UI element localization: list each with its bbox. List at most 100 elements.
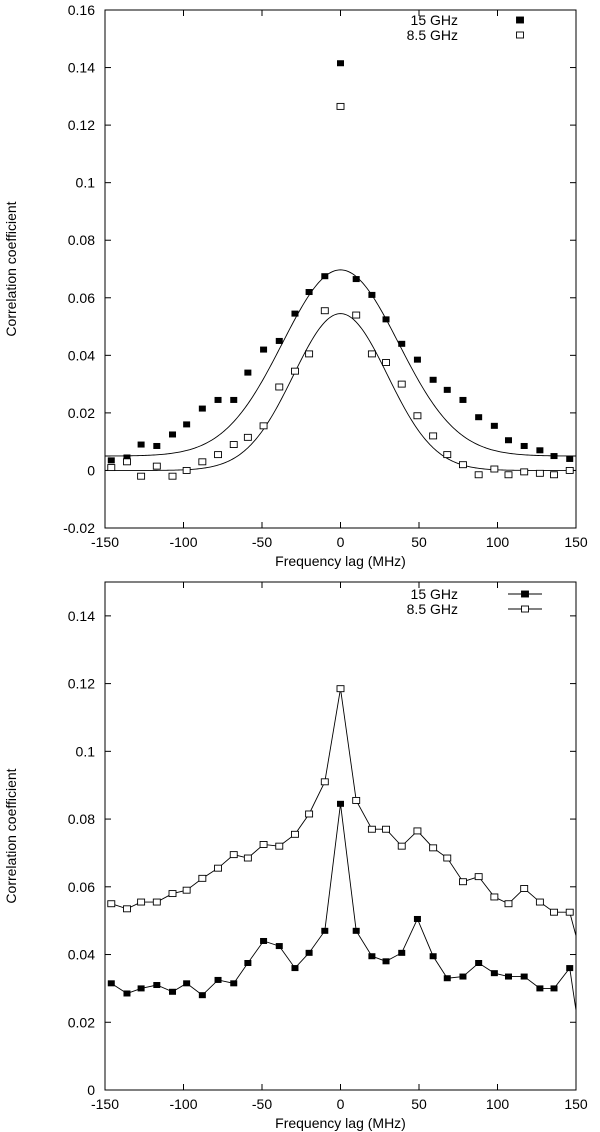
top-point-8-5ghz xyxy=(367,350,376,358)
top-legend-label-8-5ghz: 8.5 GHz xyxy=(407,27,458,43)
bottom-point-15ghz xyxy=(368,953,376,960)
top-y-tick-label: 0.14 xyxy=(68,60,95,76)
bottom-point-8-5ghz xyxy=(504,900,513,908)
bottom-point-8-5ghz xyxy=(336,685,345,693)
bottom-point-8-5ghz xyxy=(214,864,222,872)
top-point-15ghz xyxy=(214,396,222,403)
top-point-8-5ghz xyxy=(305,350,314,358)
bottom-legend-marker-15ghz xyxy=(521,590,529,598)
bottom-plot-area xyxy=(107,685,576,1011)
bottom-point-8-5ghz xyxy=(490,893,499,901)
bottom-point-15ghz xyxy=(198,992,206,999)
top-point-15ghz xyxy=(321,273,329,280)
top-point-8-5ghz xyxy=(474,471,483,479)
bottom-x-axis-title: Frequency lag (MHz) xyxy=(275,1115,406,1131)
bottom-point-8-5ghz xyxy=(259,841,268,848)
bottom-point-8-5ghz xyxy=(520,885,529,892)
top-point-15ghz xyxy=(337,60,344,67)
top-point-8-5ghz xyxy=(259,422,268,430)
bottom-point-8-5ghz xyxy=(291,830,299,838)
bottom-point-15ghz xyxy=(566,965,574,972)
top-point-15ghz xyxy=(382,316,390,323)
bottom-point-15ghz xyxy=(137,985,145,992)
bottom-y-tick-label: 0.12 xyxy=(68,676,95,692)
top-point-8-5ghz xyxy=(413,412,422,420)
top-legend-label-15ghz: 15 GHz xyxy=(411,12,458,28)
top-y-tick-label: 0.06 xyxy=(68,290,95,306)
bottom-point-15ghz xyxy=(382,958,390,965)
top-point-15ghz xyxy=(520,442,528,449)
top-point-15ghz xyxy=(137,441,145,448)
top-x-tick-label: 100 xyxy=(486,534,510,550)
bottom-point-8-5ghz xyxy=(367,825,376,833)
top-point-15ghz xyxy=(536,447,544,454)
bottom-point-15ghz xyxy=(291,965,299,972)
bottom-point-15ghz xyxy=(490,970,498,977)
top-point-15ghz xyxy=(429,376,437,383)
top-y-tick-label: 0.16 xyxy=(68,2,95,18)
bottom-legend-marker-8-5ghz xyxy=(521,605,529,613)
top-y-tick-label: 0.12 xyxy=(68,117,95,133)
top-point-8-5ghz xyxy=(168,472,177,480)
top-x-tick-label: -150 xyxy=(91,534,119,550)
bottom-point-15ghz xyxy=(244,960,252,966)
top-point-8-5ghz xyxy=(243,433,252,441)
top-fit-curve-15ghz xyxy=(105,269,576,457)
bottom-point-15ghz xyxy=(459,973,467,980)
bottom-point-15ghz xyxy=(305,949,313,956)
top-point-8-5ghz xyxy=(520,468,529,476)
bottom-point-8-5ghz xyxy=(413,827,422,835)
bottom-y-tick-label: 0.1 xyxy=(76,743,96,759)
bottom-point-15ghz xyxy=(275,943,283,950)
bottom-y-tick-label: 0.04 xyxy=(68,947,95,963)
top-point-8-5ghz xyxy=(198,458,207,466)
bottom-point-8-5ghz xyxy=(429,844,438,852)
bottom-point-8-5ghz xyxy=(382,825,390,833)
top-point-15ghz xyxy=(368,291,376,298)
top-y-tick-label: 0 xyxy=(87,462,95,478)
bottom-point-15ghz xyxy=(107,980,115,987)
bottom-y-tick-label: 0 xyxy=(87,1082,95,1098)
top-point-8-5ghz xyxy=(214,451,222,459)
top-point-15ghz xyxy=(398,340,406,347)
top-point-15ghz xyxy=(490,422,498,429)
bottom-point-8-5ghz xyxy=(123,905,131,913)
top-point-8-5ghz xyxy=(291,367,299,375)
bottom-point-15ghz xyxy=(123,990,131,997)
bottom-point-8-5ghz xyxy=(243,854,252,862)
bottom-legend-label-8-5ghz: 8.5 GHz xyxy=(407,601,458,617)
top-x-tick-label: 0 xyxy=(337,534,345,550)
top-point-15ghz xyxy=(153,442,161,449)
top-point-8-5ghz xyxy=(429,432,438,440)
top-point-15ghz xyxy=(107,457,115,464)
bottom-plot-frame xyxy=(104,581,577,1091)
top-point-8-5ghz xyxy=(459,461,467,469)
bottom-point-8-5ghz xyxy=(305,810,314,818)
top-legend-marker-15ghz xyxy=(516,16,524,24)
top-point-8-5ghz xyxy=(320,307,329,315)
bottom-x-tick-label: 100 xyxy=(486,1096,510,1112)
top-point-8-5ghz xyxy=(565,466,574,474)
bottom-x-tick-label: -150 xyxy=(91,1096,119,1112)
bottom-point-8-5ghz xyxy=(152,898,161,906)
bottom-x-tick-label: 50 xyxy=(411,1096,427,1112)
bottom-x-tick-label: 0 xyxy=(337,1096,345,1112)
bottom-point-15ghz xyxy=(153,982,161,989)
top-point-8-5ghz xyxy=(504,471,513,479)
bottom-point-15ghz xyxy=(352,927,360,934)
bottom-point-8-5ghz xyxy=(275,842,284,850)
bottom-point-8-5ghz xyxy=(320,778,329,786)
bottom-point-15ghz xyxy=(429,953,437,960)
bottom-point-8-5ghz xyxy=(565,908,574,916)
bottom-point-15ghz xyxy=(413,915,421,922)
top-point-15ghz xyxy=(244,369,252,376)
bottom-point-15ghz xyxy=(337,800,344,807)
bottom-point-15ghz xyxy=(536,985,544,992)
top-point-8-5ghz xyxy=(123,458,131,466)
bottom-point-15ghz xyxy=(230,980,238,987)
top-point-15ghz xyxy=(413,356,421,363)
top-y-tick-label: 0.02 xyxy=(68,405,95,421)
bottom-point-8-5ghz xyxy=(168,890,177,898)
bottom-x-tick-label: -100 xyxy=(169,1096,197,1112)
